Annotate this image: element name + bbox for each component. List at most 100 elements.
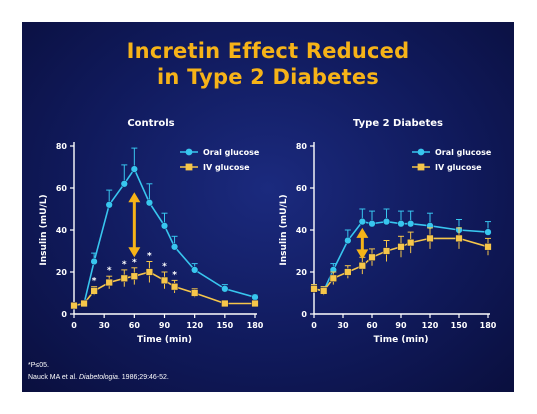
data-point — [170, 243, 179, 251]
data-point — [368, 220, 376, 228]
data-point — [221, 299, 229, 308]
chart-legend: Oral glucose IV glucose — [180, 148, 260, 172]
legend-marker — [417, 163, 425, 171]
x-tick-label: 180 — [247, 321, 264, 330]
data-point — [120, 274, 128, 282]
significance-marker: * — [162, 262, 167, 272]
arrow-head-up — [356, 227, 369, 238]
series-line — [73, 167, 256, 307]
data-point — [160, 222, 169, 230]
chart-title: Controls — [127, 118, 174, 129]
data-point — [407, 220, 415, 228]
incretin-effect-arrow — [128, 192, 141, 258]
x-tick-label: 150 — [451, 321, 468, 330]
data-point — [320, 287, 328, 295]
reference-suffix: . 1986;29:46-52. — [117, 374, 169, 381]
data-point — [368, 253, 376, 261]
data-point — [455, 234, 463, 243]
data-point — [407, 238, 415, 247]
x-axis-label: Time (min) — [137, 335, 192, 345]
significance-marker: * — [147, 252, 152, 262]
x-tick-label: 120 — [186, 321, 203, 330]
y-axis-label: Insulin (mU/L) — [39, 194, 49, 265]
data-point — [120, 180, 128, 188]
data-point — [191, 289, 199, 297]
x-tick-label: 0 — [311, 321, 317, 330]
x-tick-label: 30 — [337, 321, 349, 330]
y-axis-label: Insulin (mU/L) — [279, 194, 289, 265]
data-point — [90, 257, 98, 266]
series-iv-glucose — [70, 261, 259, 310]
x-tick-label: 90 — [159, 321, 171, 330]
data-point — [484, 228, 492, 236]
footnote-reference: Nauck MA et al. Diabetologia. 1986;29:46… — [28, 374, 169, 381]
x-tick-label: 180 — [480, 321, 497, 330]
chart-type2: Type 2 Diabetes 0 20 40 60 80 0 30 60 90 120 150 180… — [279, 118, 497, 345]
significance-marker: * — [122, 260, 127, 270]
y-tick-label: 40 — [56, 226, 68, 235]
data-point — [80, 299, 88, 308]
data-point — [382, 217, 391, 226]
slide-title-line-1: Incretin Effect Reduced — [126, 39, 410, 63]
data-point — [397, 220, 405, 228]
y-tick-label: 60 — [56, 184, 68, 193]
arrow-head-down — [128, 247, 141, 258]
charts-area: Controls 0 20 40 60 80 0 30 60 90 120 150 180 Time (m… — [39, 118, 497, 345]
x-tick-label: 120 — [422, 321, 439, 330]
data-point — [130, 165, 138, 173]
reference-prefix: Nauck MA et al. — [28, 374, 79, 381]
slide: Incretin Effect Reduced in Type 2 Diabet… — [22, 22, 514, 392]
data-point — [221, 285, 229, 293]
y-tick-label: 0 — [301, 310, 307, 319]
data-point — [426, 234, 434, 243]
data-point — [397, 243, 405, 251]
data-point — [130, 272, 138, 280]
data-point — [191, 266, 199, 274]
data-point — [170, 283, 179, 291]
legend-marker — [185, 148, 193, 156]
legend-marker — [185, 163, 193, 171]
y-tick-label: 60 — [296, 184, 308, 193]
legend-marker — [417, 148, 425, 156]
x-tick-label: 60 — [129, 321, 141, 330]
data-point — [484, 243, 492, 251]
y-tick-label: 80 — [296, 142, 308, 151]
data-point — [70, 301, 78, 310]
data-point — [145, 268, 154, 276]
data-point — [382, 247, 391, 255]
series-line — [313, 220, 489, 292]
y-tick-label: 80 — [56, 142, 68, 151]
data-point — [310, 285, 318, 293]
arrow-head-down — [356, 249, 369, 260]
series-iv-glucose — [310, 227, 492, 296]
data-point — [160, 276, 169, 285]
significance-marker: * — [92, 277, 97, 287]
data-point — [105, 278, 113, 287]
data-point — [358, 217, 366, 226]
x-axis-label: Time (min) — [374, 335, 429, 345]
data-point — [344, 268, 352, 276]
x-tick-label: 30 — [99, 321, 111, 330]
footnote-p-value: *P≤05. — [28, 362, 49, 369]
significance-marker: * — [132, 258, 137, 268]
data-point — [344, 236, 352, 245]
y-tick-label: 20 — [296, 268, 308, 277]
legend-label: IV glucose — [435, 163, 482, 172]
data-point — [251, 293, 259, 301]
y-tick-label: 20 — [56, 268, 68, 277]
incretin-effect-arrow — [356, 227, 369, 260]
legend-label: IV glucose — [203, 163, 250, 172]
data-point — [105, 201, 113, 209]
significance-marker: * — [172, 270, 177, 280]
data-point — [145, 199, 154, 207]
legend-label: Oral glucose — [203, 148, 260, 157]
chart-title: Type 2 Diabetes — [353, 118, 443, 129]
legend-label: Oral glucose — [435, 148, 492, 157]
x-tick-label: 0 — [71, 321, 77, 330]
x-tick-label: 60 — [366, 321, 378, 330]
data-point — [251, 299, 259, 308]
x-tick-label: 90 — [395, 321, 407, 330]
data-point — [329, 274, 337, 282]
slide-title-line-2: in Type 2 Diabetes — [157, 65, 379, 89]
significance-marker: * — [107, 266, 112, 276]
